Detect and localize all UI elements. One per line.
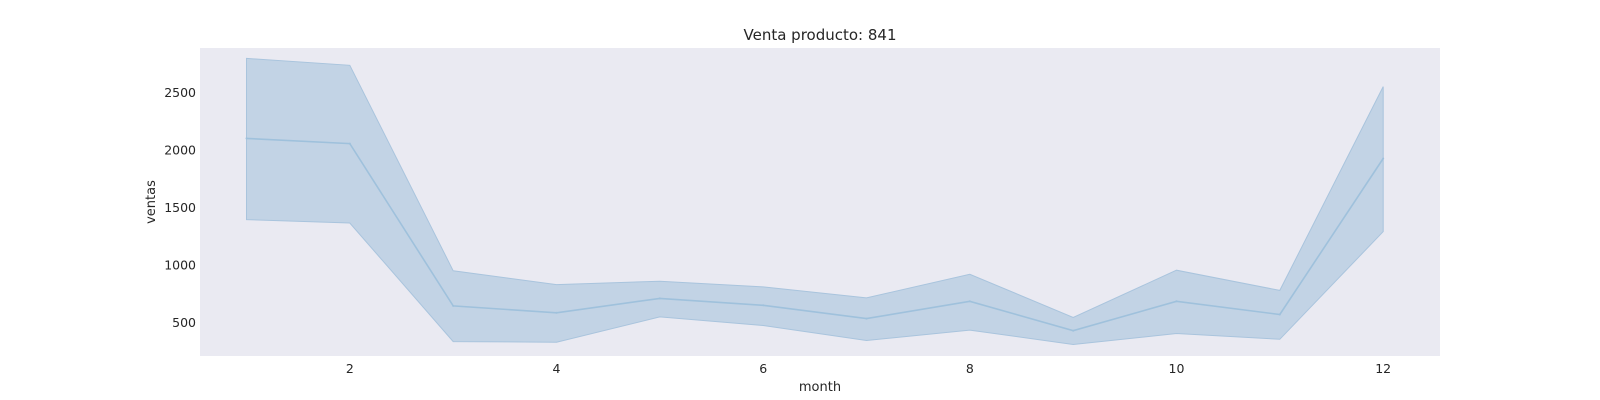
y-tick-label: 500	[172, 315, 196, 330]
y-tick-labels: 500 1000 1500 2000 2500	[164, 85, 196, 330]
series-line	[246, 137, 1384, 332]
data-point	[348, 142, 351, 145]
data-point	[452, 304, 455, 307]
y-tick-label: 1000	[164, 258, 196, 273]
data-point	[658, 297, 661, 300]
confidence-band	[246, 57, 1384, 346]
y-tick-label: 2500	[164, 85, 196, 100]
chart-title: Venta producto: 841	[744, 26, 897, 44]
y-tick-label: 1500	[164, 200, 196, 215]
x-tick-label: 12	[1375, 361, 1391, 376]
data-point	[1278, 313, 1281, 316]
x-axis-label: month	[799, 380, 841, 395]
data-point	[1072, 329, 1075, 332]
x-tick-label: 6	[759, 361, 767, 376]
x-tick-label: 4	[553, 361, 561, 376]
x-tick-labels: 2 4 6 8 10 12	[346, 361, 1391, 376]
data-point	[762, 304, 765, 307]
series-line-layer	[245, 137, 1385, 332]
data-point	[1175, 300, 1178, 303]
data-point	[245, 137, 248, 140]
data-point	[865, 317, 868, 320]
data-point	[555, 311, 558, 314]
y-axis-label: ventas	[144, 180, 159, 224]
data-point	[1382, 157, 1385, 160]
confidence-band-layer	[246, 57, 1384, 346]
y-tick-label: 2000	[164, 142, 196, 157]
data-point	[968, 300, 971, 303]
x-tick-label: 2	[346, 361, 354, 376]
x-tick-label: 8	[966, 361, 974, 376]
x-tick-label: 10	[1169, 361, 1185, 376]
